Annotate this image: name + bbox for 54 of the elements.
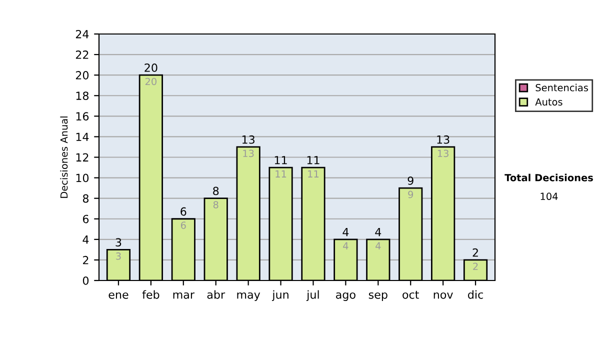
x-tick-label: oct (402, 290, 419, 299)
total-label: 2 (472, 248, 478, 257)
total-label: 20 (144, 64, 158, 72)
data-label: 8 (213, 201, 218, 208)
x-tick-label: ago (336, 292, 356, 301)
y-tick-label: 6 (82, 214, 89, 224)
y-tick-label: 22 (76, 50, 88, 59)
total-label: 4 (375, 228, 382, 236)
total-label: 13 (242, 135, 254, 144)
y-tick-label: 2 (83, 256, 88, 264)
y-tick-label: 4 (82, 236, 89, 244)
legend-label: Autos (535, 98, 562, 106)
data-label: 9 (408, 190, 414, 198)
y-tick-label: 0 (82, 276, 89, 285)
y-tick-label: 14 (76, 132, 89, 141)
total-label: 8 (213, 186, 219, 196)
total-label: 13 (437, 135, 450, 144)
x-tick-label: dic (468, 290, 483, 299)
x-tick-label: jul (306, 290, 319, 301)
x-tick-label: mar (173, 292, 194, 299)
x-tick-label: nov (434, 292, 453, 299)
total-label: 4 (342, 228, 349, 236)
data-label: 2 (473, 262, 478, 270)
data-label: 6 (180, 222, 186, 229)
data-label: 13 (243, 150, 254, 158)
data-label: 4 (376, 242, 381, 250)
total-label: 6 (180, 207, 186, 216)
total-label: 3 (116, 238, 122, 247)
x-tick-label: may (237, 292, 260, 301)
legend-label: Sentencias (536, 84, 588, 92)
y-tick-label: 10 (76, 174, 89, 182)
x-tick-label: abr (207, 290, 226, 299)
data-label: 20 (145, 78, 156, 86)
text: 104 (540, 192, 558, 200)
data-label: 13 (438, 150, 448, 158)
total-label: 9 (408, 176, 414, 185)
x-tick-label: jun (272, 290, 288, 301)
x-tick-label: feb (142, 290, 160, 299)
y-tick-label: 20 (76, 71, 89, 80)
y-tick-label: 24 (76, 30, 89, 38)
x-tick-label: ene (108, 292, 128, 299)
total-label: 11 (307, 156, 320, 164)
y-tick-label: 16 (76, 112, 89, 121)
data-label: 3 (116, 252, 121, 260)
data-label: 4 (343, 242, 348, 250)
total-label: 11 (274, 156, 287, 164)
y-tick-label: 12 (76, 153, 88, 162)
y-axis-title: Decisiones Anual (60, 116, 68, 198)
y-tick-label: 8 (82, 194, 89, 203)
x-tick-label: sep (368, 292, 388, 301)
text: Total Decisiones (504, 174, 593, 182)
data-label: 11 (308, 170, 319, 178)
y-tick-label: 18 (76, 92, 89, 100)
data-label: 11 (276, 170, 286, 178)
